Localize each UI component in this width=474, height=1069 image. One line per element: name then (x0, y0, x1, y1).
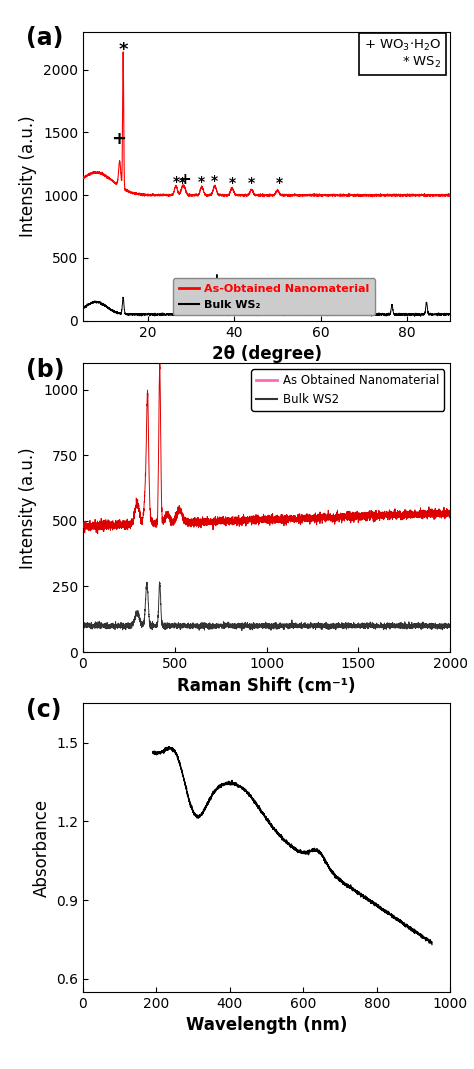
X-axis label: Raman Shift (cm⁻¹): Raman Shift (cm⁻¹) (177, 677, 356, 695)
Text: *: * (179, 175, 186, 189)
Text: *: * (118, 41, 128, 59)
Text: *: * (248, 176, 255, 190)
Text: *: * (198, 174, 205, 188)
Text: (b): (b) (26, 358, 64, 382)
Legend: As-Obtained Nanomaterial, Bulk WS₂: As-Obtained Nanomaterial, Bulk WS₂ (173, 279, 375, 315)
X-axis label: Wavelength (nm): Wavelength (nm) (186, 1017, 347, 1035)
Text: +: + (178, 172, 191, 187)
Y-axis label: Intensity (a.u.): Intensity (a.u.) (19, 115, 37, 237)
Text: +: + (111, 129, 126, 148)
Y-axis label: Intensity (a.u.): Intensity (a.u.) (19, 447, 37, 569)
Text: + WO$_3$$\cdot$H$_2$O
* WS$_2$: + WO$_3$$\cdot$H$_2$O * WS$_2$ (364, 37, 441, 71)
Text: *: * (228, 175, 236, 189)
X-axis label: 2θ (degree): 2θ (degree) (211, 345, 322, 363)
Text: (c): (c) (26, 698, 62, 722)
Text: *: * (211, 174, 219, 188)
Legend: As Obtained Nanomaterial, Bulk WS2: As Obtained Nanomaterial, Bulk WS2 (251, 370, 445, 410)
Text: *: * (276, 176, 283, 190)
Y-axis label: Absorbance: Absorbance (33, 799, 51, 897)
Text: (a): (a) (26, 27, 64, 50)
Text: *: * (173, 174, 180, 188)
